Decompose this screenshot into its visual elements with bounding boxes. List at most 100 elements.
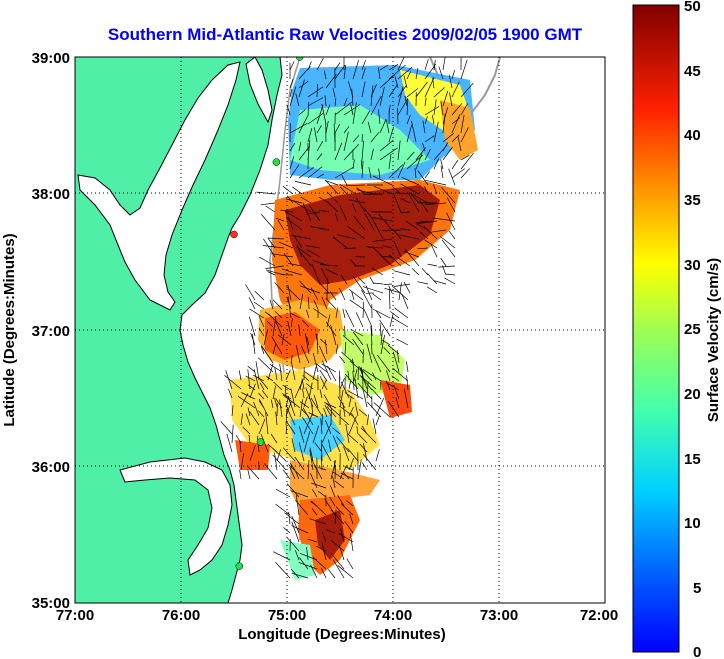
- velocity-vector: [261, 214, 276, 231]
- velocity-vector: [363, 207, 375, 222]
- velocity-vector: [304, 371, 319, 382]
- velocity-vector: [324, 180, 339, 186]
- velocity-vector: [281, 333, 285, 346]
- velocity-vector: [321, 568, 327, 579]
- velocity-vector: [370, 325, 373, 346]
- velocity-vector: [379, 86, 385, 107]
- grid-lines: [75, 57, 605, 603]
- velocity-vector: [350, 328, 364, 337]
- velocity-vector: [442, 146, 453, 161]
- velocity-vector: [305, 245, 321, 249]
- velocity-vector: [422, 142, 426, 152]
- velocity-vector: [286, 195, 294, 204]
- velocity-vector: [397, 161, 406, 179]
- velocity-vector: [257, 357, 274, 373]
- velocity-vector: [352, 358, 355, 373]
- velocity-vector: [334, 62, 341, 71]
- velocity-vector: [347, 433, 359, 444]
- velocity-vector: [231, 424, 234, 444]
- station-marker: [272, 158, 281, 166]
- velocity-vector: [406, 98, 409, 116]
- velocity-vector: [426, 286, 438, 294]
- velocity-vector: [344, 247, 357, 250]
- velocity-vector: [394, 76, 399, 89]
- velocity-vector: [307, 102, 310, 116]
- velocity-vector: [276, 217, 285, 222]
- velocity-vector: [275, 321, 283, 337]
- velocity-vector: [451, 159, 459, 170]
- velocity-vector: [309, 205, 321, 222]
- velocity-vector: [270, 399, 274, 409]
- velocity-vector: [318, 467, 327, 471]
- velocity-vector: [321, 423, 332, 444]
- velocity-vector: [325, 402, 337, 409]
- velocity-vector: [283, 527, 291, 534]
- velocity-vector: [290, 313, 301, 319]
- velocity-vector: [311, 482, 327, 489]
- velocity-vector: [277, 220, 285, 231]
- velocity-vector: [370, 148, 374, 161]
- velocity-vector: [289, 466, 296, 480]
- velocity-vector: [339, 183, 357, 195]
- velocity-vector: [282, 469, 291, 480]
- velocity-vector: [358, 366, 373, 382]
- velocity-vector: [451, 117, 461, 125]
- velocity-vector: [274, 282, 285, 294]
- velocity-vector: [332, 236, 348, 249]
- velocity-vector: [359, 443, 368, 453]
- velocity-vector: [451, 168, 465, 179]
- velocity-vector: [290, 318, 293, 328]
- colorbar-tick-label: 20: [684, 386, 701, 403]
- velocity-vector: [276, 403, 278, 417]
- velocity-vector: [352, 135, 360, 143]
- velocity-vector: [357, 382, 373, 400]
- velocity-vector: [225, 370, 233, 390]
- velocity-vector: [308, 296, 310, 310]
- velocity-vector: [388, 153, 392, 170]
- velocity-vector: [309, 518, 327, 525]
- velocity-vector: [307, 538, 318, 543]
- velocity-vector: [433, 121, 439, 143]
- velocity-vector: [306, 249, 321, 258]
- velocity-vector: [362, 301, 365, 319]
- velocity-vector: [335, 307, 339, 319]
- station-marker: [256, 438, 265, 446]
- velocity-vector: [319, 370, 328, 382]
- velocity-vector: [451, 134, 460, 143]
- velocity-vector: [388, 64, 406, 80]
- velocity-vector: [382, 245, 393, 249]
- velocity-vector: [298, 80, 309, 89]
- velocity-vector: [316, 125, 322, 134]
- velocity-vector: [395, 397, 400, 409]
- velocity-vector: [275, 488, 291, 498]
- velocity-vector: [259, 256, 276, 267]
- velocity-vector: [265, 269, 285, 276]
- velocity-vector: [352, 370, 355, 391]
- velocity-vector: [278, 241, 294, 249]
- velocity-vector: [377, 354, 391, 373]
- velocity-vector: [285, 217, 303, 231]
- velocity-vector: [377, 67, 381, 80]
- colorbar-tick-label: 30: [684, 257, 701, 274]
- velocity-vector: [269, 363, 283, 373]
- colorbar-tick-label: 15: [684, 451, 701, 468]
- delaware-bay: [245, 57, 273, 124]
- velocity-vector: [307, 139, 311, 161]
- velocity-vector: [406, 71, 411, 80]
- velocity-vector: [287, 320, 292, 337]
- velocity-vector: [391, 285, 409, 301]
- velocity-vector: [306, 211, 321, 215]
- velocity-vector: [383, 283, 393, 285]
- velocity-vector: [319, 209, 330, 213]
- velocity-vector: [393, 241, 402, 258]
- velocity-vector: [400, 211, 411, 213]
- x-tick-label: 73:00: [480, 607, 518, 624]
- x-axis-ticks: 77:00 76:00 75:00 74:00 73:00 72:00: [56, 607, 618, 624]
- velocity-vector: [282, 447, 296, 462]
- velocity-vector: [249, 411, 260, 426]
- velocity-vector: [334, 64, 346, 80]
- velocity-vector: [259, 382, 265, 391]
- velocity-vector: [457, 136, 462, 152]
- velocity-vector: [341, 175, 348, 186]
- velocity-vector: [289, 89, 293, 98]
